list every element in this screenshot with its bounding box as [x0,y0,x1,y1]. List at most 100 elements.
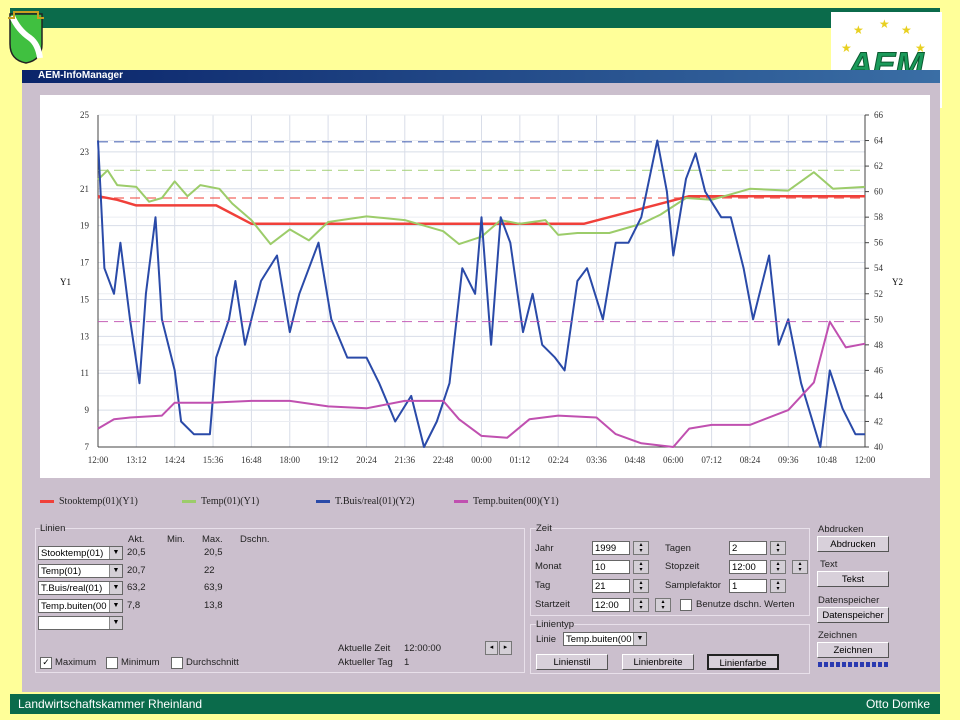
x-tick-label: 20:24 [356,455,377,465]
x-tick-label: 12:00 [855,455,876,465]
y2-tick-label: 44 [874,391,884,401]
zeichnen-button[interactable]: Zeichnen [817,642,889,658]
x-tick-label: 15:36 [203,455,224,465]
header-max: Max. [202,534,223,545]
spinner-button[interactable]: ▴ ▾ [633,598,649,612]
startzeit-input[interactable]: 12:00 [592,598,630,612]
legend-tbuis: T.Buis/real(01)(Y2) [316,496,415,507]
linie-select-3[interactable]: Temp.buiten(00 ▼ [38,598,123,613]
y1-axis-label: Y1 [60,277,71,287]
x-tick-label: 00:00 [471,455,492,465]
spinner-button[interactable]: ▴ ▾ [770,560,786,574]
y1-tick-label: 7 [85,442,90,452]
y1-tick-label: 19 [80,221,90,231]
svg-text:★: ★ [915,41,926,55]
durchschnitt-checkbox[interactable] [171,657,183,669]
linie-name: Stooktemp(01) [41,548,104,559]
linie-name: Temp(01) [41,565,82,577]
chevron-down-icon: ▼ [633,633,646,645]
tekst-button[interactable]: Tekst [817,571,889,587]
x-tick-label: 07:12 [701,455,722,465]
benutze-checkbox[interactable] [680,599,692,611]
y2-tick-label: 46 [874,365,884,375]
max-value: 13,8 [204,599,223,611]
text-title: Text [820,559,838,570]
series-line-buiten [97,320,866,448]
y2-tick-label: 48 [874,340,884,350]
x-tick-label: 13:12 [126,455,147,465]
x-tick-label: 10:48 [816,455,837,465]
chart-area: 12:00 13:12 14:24 15:36 16:48 18:00 19:12 20:24… [40,95,930,478]
maximum-checkbox[interactable]: ✓ [40,657,52,669]
datenspeicher-button[interactable]: Datenspeicher [817,607,889,623]
jahr-input[interactable]: 1999 [592,541,630,555]
spinner-button[interactable]: ▴ ▾ [792,560,808,574]
max-value: 63,9 [204,582,223,593]
akt-value: 63,2 [127,582,146,593]
linie-select-4[interactable]: ▼ [38,616,123,630]
spinner-button[interactable]: ▴ ▾ [770,541,786,555]
linienstil-button[interactable]: Linienstil [536,654,608,670]
y2-tick-label: 50 [874,314,884,324]
y2-tick-label: 42 [874,416,883,426]
spinner-button[interactable]: ▴ ▾ [770,579,786,593]
linien-group [35,528,525,673]
stopzeit-input[interactable]: 12:00 [729,560,767,574]
series-line-temp [97,169,866,246]
legend-label: Stooktemp(01)(Y1) [59,496,138,507]
y1-tick-label: 15 [80,294,90,304]
spinner-button[interactable]: ▴ ▾ [655,598,671,612]
aktueller-tag-value: 1 [404,657,410,668]
header-akt: Akt. [128,534,145,545]
series-line-stooktemp [97,194,865,226]
tag-input[interactable]: 21 [592,579,630,593]
samplefaktor-input[interactable]: 1 [729,579,767,593]
stopzeit-label: Stopzeit [665,561,700,572]
spinner-button[interactable]: ▴ ▾ [633,579,649,593]
linie-select-0[interactable]: Stooktemp(01) ▼ [38,546,123,560]
abdrucken-title: Abdrucken [818,524,864,535]
chevron-down-icon: ▼ [109,617,122,629]
datenspeicher-title: Datenspeicher [818,595,880,606]
minimum-checkbox[interactable] [106,657,118,669]
linien-title: Linien [40,523,66,534]
spinner-button[interactable]: ▴ ▾ [633,560,649,574]
svg-text:★: ★ [901,23,912,37]
y1-tick-label: 23 [80,147,90,157]
x-tick-label: 08:24 [740,455,761,465]
linie-select[interactable]: Temp.buiten(00 ▼ [563,632,647,646]
y1-tick-label: 25 [80,110,90,120]
zeit-group [530,528,810,616]
header-dschn: Dschn. [240,534,270,545]
x-tick-label: 04:48 [625,455,646,465]
legend-stooktemp: Stooktemp(01)(Y1) [40,496,138,507]
akt-value: 20,7 [127,564,146,576]
monat-input[interactable]: 10 [592,560,630,574]
jahr-label: Jahr [535,543,554,554]
progress-bar [818,662,888,667]
y1-tick-label: 11 [80,368,89,378]
linienfarbe-button[interactable]: Linienfarbe [707,654,779,670]
linie-select-1[interactable]: Temp(01) ▼ [38,563,123,578]
x-tick-label: 16:48 [241,455,262,465]
tagen-input[interactable]: 2 [729,541,767,555]
legend-label: Temp.buiten(00)(Y1) [473,496,559,507]
tagen-label: Tagen [665,543,691,554]
x-tick-label: 19:12 [318,455,339,465]
zeit-title: Zeit [536,523,552,534]
footer-right-text: Otto Domke [865,697,930,711]
linie-value: Temp.buiten(00 [566,634,632,645]
spinner-button[interactable]: ▴ ▾ [633,541,649,555]
linienbreite-button[interactable]: Linienbreite [622,654,694,670]
prev-day-button[interactable]: ◂ [485,641,498,655]
abdrucken-button[interactable]: Abdrucken [817,536,889,552]
y1-tick-label: 21 [80,184,89,194]
x-tick-label: 18:00 [279,455,300,465]
linie-select-2[interactable]: T.Buis/real(01) ▼ [38,581,123,595]
window-titlebar[interactable]: AEM-InfoManager [22,70,940,83]
x-tick-label: 01:12 [510,455,531,465]
next-day-button[interactable]: ▸ [499,641,512,655]
x-tick-label: 21:36 [395,455,416,465]
legend-buiten: Temp.buiten(00)(Y1) [454,496,559,507]
y1-tick-label: 17 [80,258,90,268]
